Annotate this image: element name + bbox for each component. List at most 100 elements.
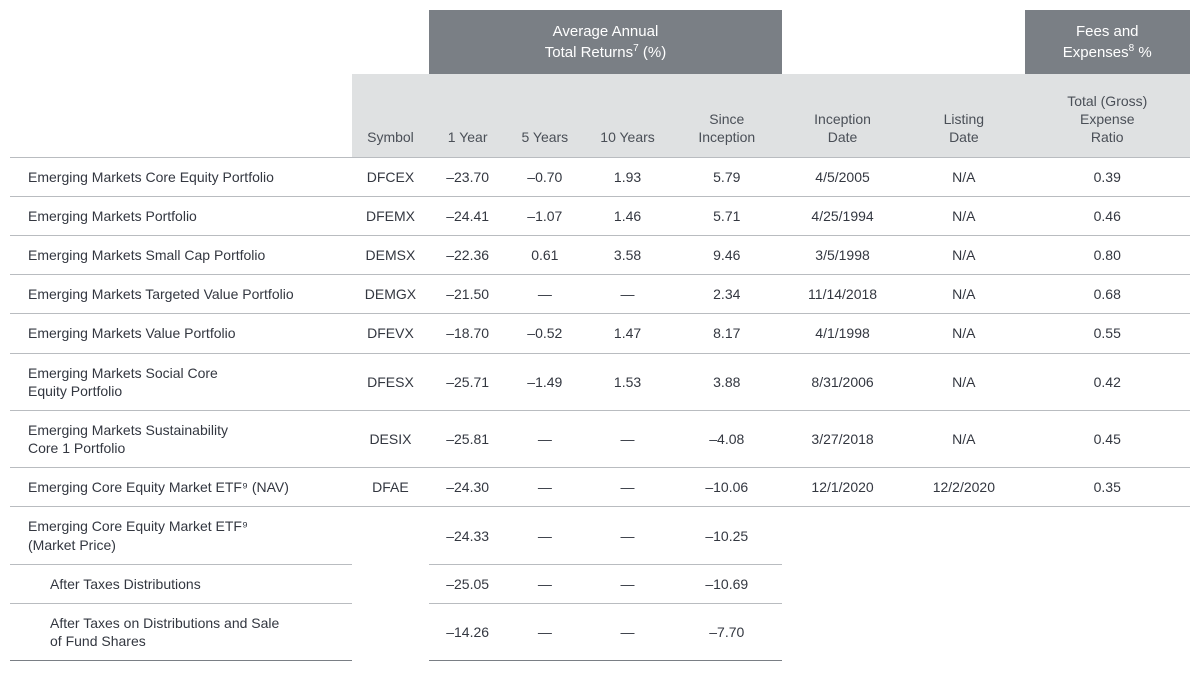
table-row: Emerging Core Equity Market ETF⁹(Market …	[10, 507, 1190, 564]
table-row: Emerging Markets Value PortfolioDFEVX–18…	[10, 314, 1190, 353]
cell-10y: —	[583, 604, 671, 661]
cell-1y: –24.33	[429, 507, 506, 564]
cell-listing: N/A	[903, 314, 1024, 353]
cell-expense: 0.45	[1025, 410, 1191, 467]
cell-5y: –1.07	[506, 196, 583, 235]
col-expense: Total (Gross)ExpenseRatio	[1025, 74, 1191, 157]
cell-since: 8.17	[672, 314, 782, 353]
cell-listing: 12/2/2020	[903, 468, 1024, 507]
cell-10y: 1.47	[583, 314, 671, 353]
header-fees-text: Fees andExpenses	[1063, 23, 1139, 61]
cell-expense: 0.39	[1025, 157, 1191, 196]
cell-5y: —	[506, 604, 583, 661]
cell-inception: 12/1/2020	[782, 468, 903, 507]
table-row: Emerging Core Equity Market ETF⁹ (NAV)DF…	[10, 468, 1190, 507]
cell-1y: –18.70	[429, 314, 506, 353]
cell-1y: –24.30	[429, 468, 506, 507]
table-row: Emerging Markets Targeted Value Portfoli…	[10, 275, 1190, 314]
cell-5y: —	[506, 468, 583, 507]
cell-5y: —	[506, 275, 583, 314]
cell-inception: 3/5/1998	[782, 235, 903, 274]
cell-inception: 4/25/1994	[782, 196, 903, 235]
cell-symbol-empty	[352, 507, 429, 564]
cell-1y: –25.71	[429, 353, 506, 410]
col-5years: 5 Years	[506, 74, 583, 157]
cell-10y: —	[583, 410, 671, 467]
cell-symbol-empty	[352, 604, 429, 661]
cell-symbol: DFEVX	[352, 314, 429, 353]
cell-listing: N/A	[903, 410, 1024, 467]
cell-1y: –22.36	[429, 235, 506, 274]
cell-5y: —	[506, 410, 583, 467]
cell-1y: –23.70	[429, 157, 506, 196]
cell-5y: —	[506, 564, 583, 603]
cell-5y: –1.49	[506, 353, 583, 410]
cell-listing: N/A	[903, 196, 1024, 235]
table-row: Emerging Markets PortfolioDFEMX–24.41–1.…	[10, 196, 1190, 235]
cell-name: Emerging Markets SustainabilityCore 1 Po…	[10, 410, 352, 467]
table-row: Emerging Markets SustainabilityCore 1 Po…	[10, 410, 1190, 467]
col-10years: 10 Years	[583, 74, 671, 157]
cell-since: –10.06	[672, 468, 782, 507]
cell-10y: 1.93	[583, 157, 671, 196]
cell-inception-empty	[782, 507, 903, 564]
cell-inception-empty	[782, 604, 903, 661]
cell-since: 5.71	[672, 196, 782, 235]
cell-name: Emerging Markets Social CoreEquity Portf…	[10, 353, 352, 410]
header-blank-left	[10, 10, 429, 74]
cell-1y: –25.05	[429, 564, 506, 603]
cell-1y: –24.41	[429, 196, 506, 235]
cell-inception: 11/14/2018	[782, 275, 903, 314]
cell-10y: —	[583, 468, 671, 507]
cell-symbol: DEMGX	[352, 275, 429, 314]
cell-expense: 0.46	[1025, 196, 1191, 235]
cell-symbol: DFEMX	[352, 196, 429, 235]
cell-name: Emerging Markets Targeted Value Portfoli…	[10, 275, 352, 314]
table-row: After Taxes on Distributions and Saleof …	[10, 604, 1190, 661]
cell-listing: N/A	[903, 157, 1024, 196]
cell-since: 5.79	[672, 157, 782, 196]
col-inception: InceptionDate	[782, 74, 903, 157]
cell-10y: —	[583, 564, 671, 603]
col-listing: ListingDate	[903, 74, 1024, 157]
cell-10y: 1.46	[583, 196, 671, 235]
cell-since: 2.34	[672, 275, 782, 314]
header-group-row: Average AnnualTotal Returns7 (%) Fees an…	[10, 10, 1190, 74]
cell-symbol-empty	[352, 564, 429, 603]
table-body: Emerging Markets Core Equity PortfolioDF…	[10, 157, 1190, 661]
cell-10y: —	[583, 507, 671, 564]
cell-listing: N/A	[903, 275, 1024, 314]
cell-listing-empty	[903, 564, 1024, 603]
cell-name: Emerging Markets Value Portfolio	[10, 314, 352, 353]
table-row: Emerging Markets Small Cap PortfolioDEMS…	[10, 235, 1190, 274]
cell-expense: 0.55	[1025, 314, 1191, 353]
cell-expense: 0.35	[1025, 468, 1191, 507]
cell-inception: 3/27/2018	[782, 410, 903, 467]
cell-name: Emerging Markets Core Equity Portfolio	[10, 157, 352, 196]
header-blank-mid	[782, 10, 1025, 74]
header-returns-group: Average AnnualTotal Returns7 (%)	[429, 10, 782, 74]
cell-name: After Taxes on Distributions and Saleof …	[10, 604, 352, 661]
cell-symbol: DFESX	[352, 353, 429, 410]
cell-name: After Taxes Distributions	[10, 564, 352, 603]
table-row: Emerging Markets Core Equity PortfolioDF…	[10, 157, 1190, 196]
cell-name: Emerging Core Equity Market ETF⁹(Market …	[10, 507, 352, 564]
cell-5y: –0.52	[506, 314, 583, 353]
cell-expense: 0.68	[1025, 275, 1191, 314]
cell-symbol: DEMSX	[352, 235, 429, 274]
fund-returns-table: Average AnnualTotal Returns7 (%) Fees an…	[10, 10, 1190, 661]
cell-1y: –14.26	[429, 604, 506, 661]
cell-name: Emerging Core Equity Market ETF⁹ (NAV)	[10, 468, 352, 507]
cell-since: –7.70	[672, 604, 782, 661]
col-1year: 1 Year	[429, 74, 506, 157]
cell-expense-empty	[1025, 507, 1191, 564]
cell-listing-empty	[903, 507, 1024, 564]
cell-since: –4.08	[672, 410, 782, 467]
cell-expense: 0.42	[1025, 353, 1191, 410]
cell-listing: N/A	[903, 235, 1024, 274]
cell-1y: –21.50	[429, 275, 506, 314]
cell-10y: —	[583, 275, 671, 314]
cell-inception: 8/31/2006	[782, 353, 903, 410]
cell-inception: 4/5/2005	[782, 157, 903, 196]
cell-5y: 0.61	[506, 235, 583, 274]
